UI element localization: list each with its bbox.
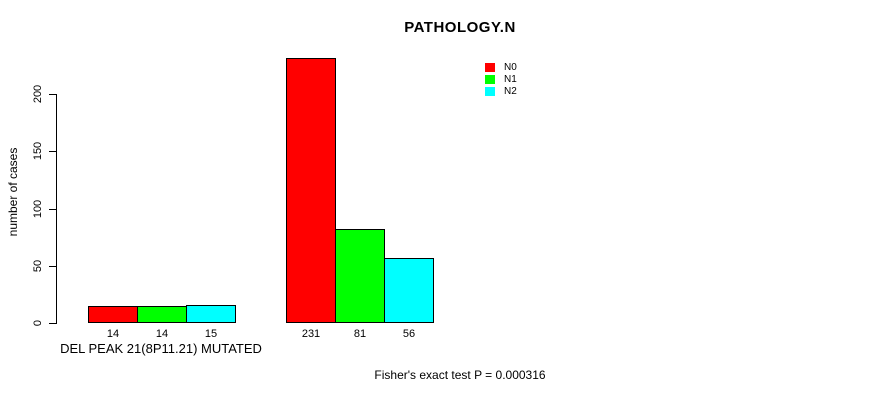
bar-n2-group2 (384, 258, 434, 323)
y-tick-label: 150 (32, 141, 44, 161)
x-axis-group-label: DEL PEAK 21(8P11.21) MUTATED (60, 341, 262, 356)
y-tick-label: 50 (32, 259, 44, 273)
y-axis-line (56, 94, 57, 323)
legend-swatch (485, 87, 495, 96)
y-tick-mark (49, 151, 57, 152)
bar-value-label: 56 (402, 328, 416, 340)
y-tick-mark (49, 209, 57, 210)
bar-n1-group1 (137, 306, 187, 323)
bar-n2-group1 (186, 305, 236, 323)
bar-value-label: 14 (106, 328, 120, 340)
legend-label: N2 (504, 85, 517, 97)
bar-n0-group2 (286, 58, 336, 323)
legend-item-n1: N1 (485, 73, 517, 85)
bar-value-label: 15 (204, 328, 218, 340)
legend-label: N0 (504, 61, 517, 73)
y-tick-mark (49, 94, 57, 95)
bar-value-label: 81 (353, 328, 367, 340)
chart-title: PATHOLOGY.N (404, 19, 516, 36)
legend-swatch (485, 75, 495, 84)
y-tick-mark (49, 323, 57, 324)
legend-item-n2: N2 (485, 85, 517, 97)
legend-label: N1 (504, 73, 517, 85)
y-tick-label: 200 (32, 84, 44, 104)
bar-value-label: 14 (155, 328, 169, 340)
bar-n0-group1 (88, 306, 138, 323)
y-tick-label: 100 (32, 199, 44, 219)
legend: N0 N1 N2 (485, 61, 517, 97)
y-tick-mark (49, 266, 57, 267)
bar-n1-group2 (335, 229, 385, 323)
y-tick-label: 0 (32, 319, 44, 327)
bar-value-label: 231 (301, 328, 321, 340)
y-axis-title: number of cases (6, 147, 20, 237)
legend-swatch (485, 63, 495, 72)
legend-item-n0: N0 (485, 61, 517, 73)
footer-annotation: Fisher's exact test P = 0.000316 (374, 368, 546, 382)
